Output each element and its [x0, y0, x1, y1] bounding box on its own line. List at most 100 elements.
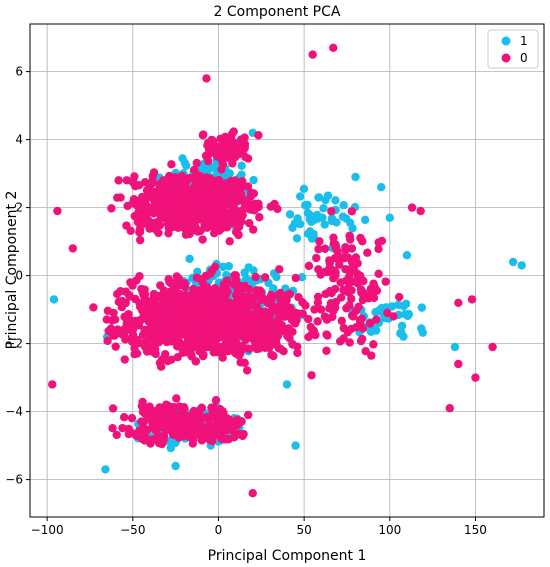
scatter-point — [397, 321, 407, 331]
scatter-point — [211, 212, 220, 221]
scatter-point — [352, 322, 361, 332]
scatter-point — [221, 315, 230, 324]
scatter-point — [285, 303, 294, 313]
scatter-point — [223, 422, 232, 431]
scatter-point — [327, 207, 336, 216]
y-tick-label: −4 — [5, 405, 23, 419]
scatter-point — [288, 223, 297, 232]
scatter-point — [298, 298, 307, 307]
scatter-point — [267, 301, 277, 311]
scatter-point — [202, 74, 211, 83]
scatter-point — [213, 347, 222, 357]
scatter-point — [402, 251, 412, 260]
scatter-point — [151, 195, 160, 205]
scatter-point — [122, 319, 132, 328]
scatter-point — [322, 330, 331, 339]
scatter-point — [109, 308, 118, 318]
scatter-point — [316, 305, 326, 314]
scatter-point — [454, 359, 463, 369]
scatter-point — [101, 465, 110, 474]
y-tick-label: −2 — [5, 337, 23, 351]
scatter-point — [284, 324, 293, 333]
scatter-point — [418, 328, 428, 337]
scatter-points — [48, 43, 526, 498]
scatter-point — [347, 294, 356, 304]
scatter-point — [304, 332, 313, 342]
scatter-point — [252, 286, 262, 295]
scatter-point — [118, 423, 127, 433]
scatter-point — [135, 213, 145, 223]
scatter-point — [231, 349, 240, 358]
scatter-point — [198, 351, 208, 361]
scatter-point — [189, 200, 199, 210]
scatter-point — [162, 418, 171, 427]
scatter-point — [209, 403, 219, 412]
scatter-point — [361, 347, 370, 356]
scatter-point — [189, 210, 199, 219]
scatter-point — [240, 283, 249, 293]
legend-box — [487, 29, 539, 69]
scatter-point — [159, 435, 168, 445]
scatter-point — [180, 279, 189, 288]
scatter-point — [467, 295, 477, 304]
scatter-point — [454, 298, 463, 307]
scatter-point — [335, 260, 344, 269]
scatter-point — [171, 461, 180, 471]
scatter-point — [225, 325, 234, 334]
scatter-point — [170, 304, 180, 314]
scatter-point — [254, 202, 263, 212]
scatter-point — [216, 185, 226, 194]
scatter-point — [155, 293, 165, 302]
scatter-point — [140, 178, 150, 187]
scatter-point — [337, 316, 346, 326]
scatter-point — [249, 266, 258, 275]
scatter-point — [165, 277, 174, 287]
scatter-point — [274, 313, 284, 322]
scatter-point — [212, 176, 221, 185]
scatter-point — [304, 261, 314, 271]
scatter-point — [68, 244, 78, 253]
scatter-point — [336, 278, 345, 287]
scatter-point — [296, 192, 305, 201]
scatter-point — [188, 186, 197, 196]
scatter-point — [163, 356, 172, 366]
scatter-point — [331, 196, 340, 205]
scatter-point — [329, 239, 338, 248]
scatter-point — [254, 131, 263, 140]
scatter-point — [228, 311, 237, 321]
scatter-point — [347, 207, 357, 216]
scatter-point — [339, 323, 349, 333]
scatter-point — [227, 129, 237, 139]
scatter-point — [114, 176, 123, 185]
scatter-point — [291, 273, 300, 283]
scatter-point — [199, 192, 208, 202]
scatter-point — [231, 152, 240, 162]
scatter-point — [195, 418, 205, 428]
scatter-point — [89, 303, 98, 312]
scatter-point — [210, 430, 219, 440]
scatter-point — [205, 420, 214, 430]
scatter-point — [154, 185, 164, 194]
scatter-point — [117, 330, 127, 339]
scatter-point — [367, 351, 376, 360]
scatter-point — [272, 272, 281, 282]
scatter-point — [121, 298, 130, 308]
x-tick-label: 0 — [215, 523, 223, 537]
scatter-point — [145, 402, 154, 411]
scatter-point — [312, 253, 321, 263]
scatter-point — [366, 290, 375, 300]
scatter-point — [209, 340, 218, 349]
scatter-point — [351, 172, 360, 182]
scatter-point — [192, 273, 202, 282]
scatter-point — [337, 293, 346, 302]
scatter-point — [237, 161, 246, 170]
scatter-point — [471, 373, 480, 382]
scatter-point — [417, 303, 427, 312]
y-tick-label: 2 — [15, 201, 23, 215]
scatter-point — [120, 355, 129, 364]
scatter-point — [211, 396, 221, 405]
scatter-point — [128, 330, 138, 340]
scatter-point — [241, 152, 250, 162]
scatter-point — [292, 315, 301, 325]
